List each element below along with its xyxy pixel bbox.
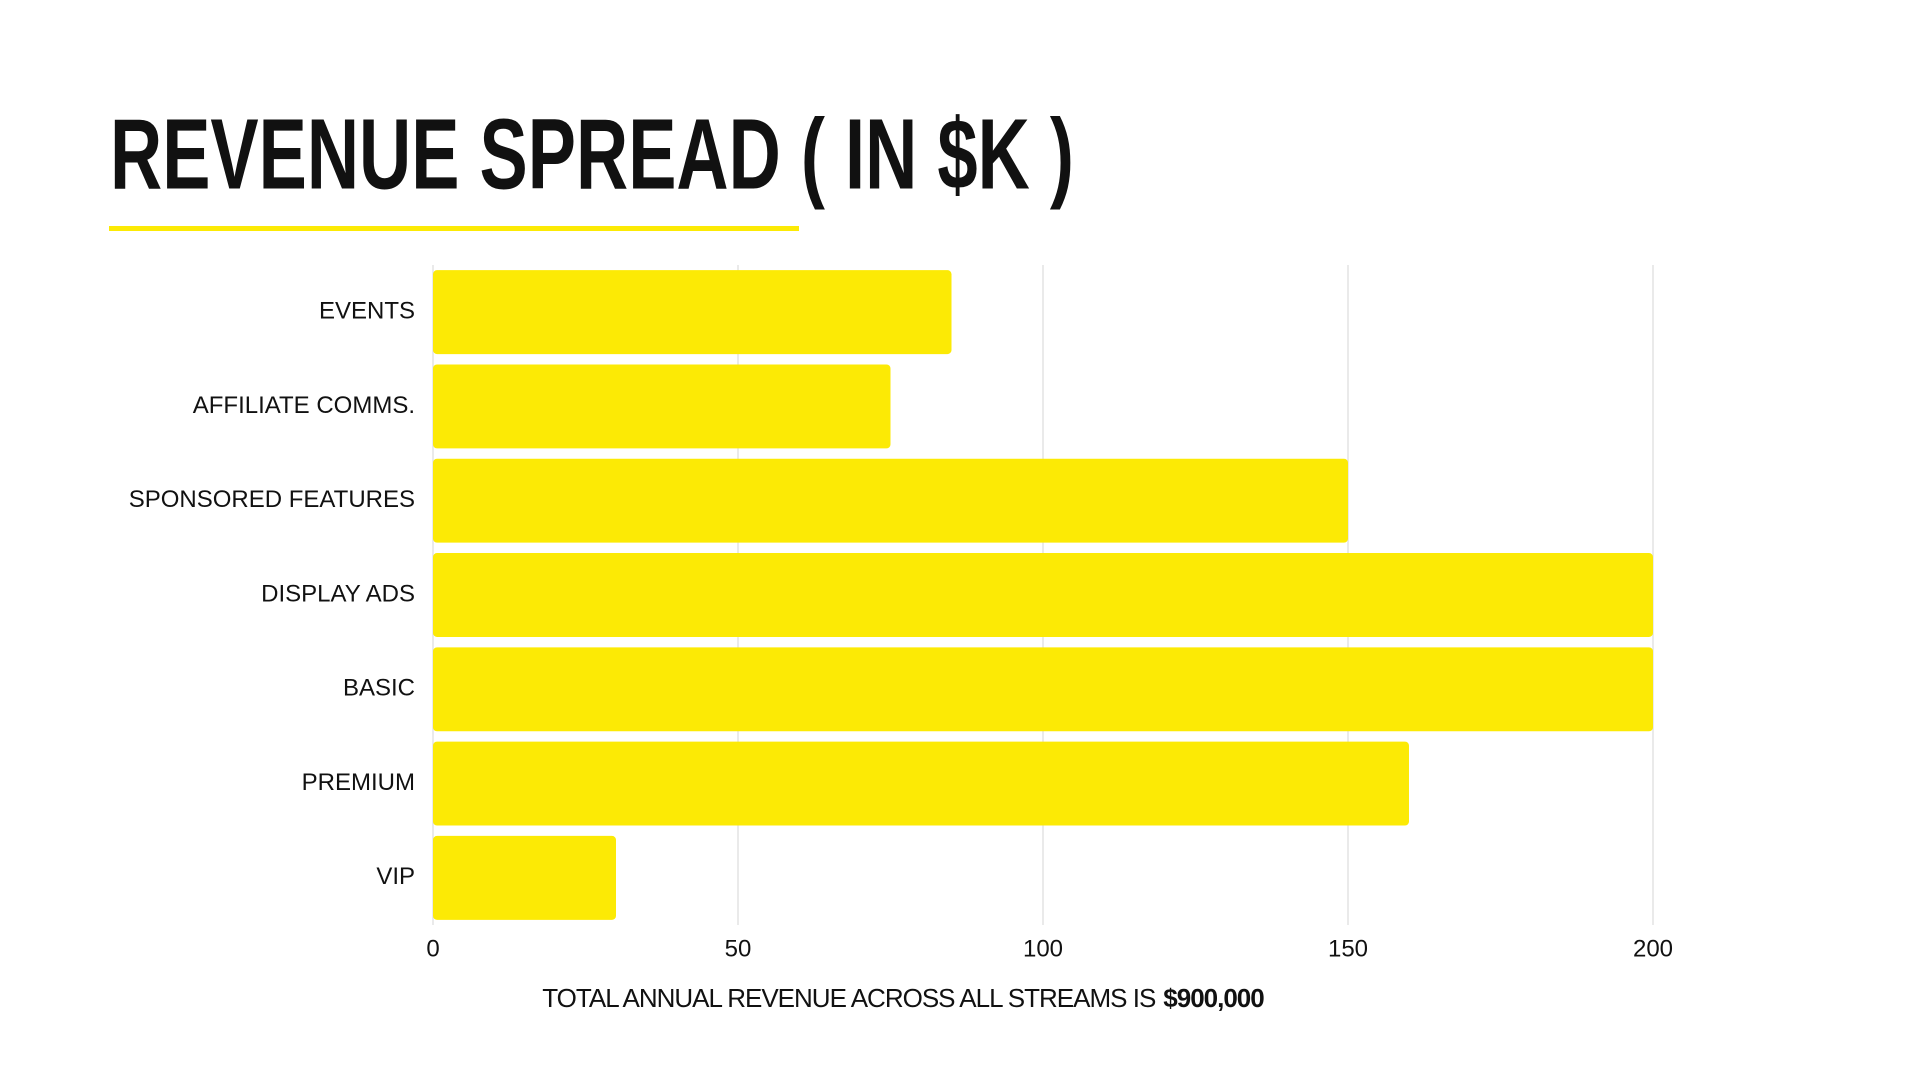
x-tick-label: 100 [1023, 935, 1063, 962]
bar [433, 647, 1653, 732]
footnote: TOTAL ANNUAL REVENUE ACROSS ALL STREAMS … [542, 983, 1264, 1013]
chart-title: REVENUE SPREAD ( IN $K ) [110, 98, 1074, 210]
category-label: DISPLAY ADS [261, 580, 415, 607]
title-underline [109, 226, 799, 231]
category-label: AFFILIATE COMMS. [193, 392, 415, 419]
bar [433, 835, 616, 920]
x-tick-label: 50 [725, 935, 752, 962]
category-label: PREMIUM [302, 769, 415, 796]
category-label: EVENTS [319, 297, 415, 324]
footnote-text: TOTAL ANNUAL REVENUE ACROSS ALL STREAMS … [542, 983, 1156, 1013]
category-label: SPONSORED FEATURES [129, 486, 415, 513]
x-tick-label: 200 [1633, 935, 1673, 962]
category-label: BASIC [343, 675, 415, 702]
bar [433, 553, 1653, 637]
bar [433, 741, 1409, 826]
x-tick-label: 150 [1328, 935, 1368, 962]
bar [433, 270, 952, 355]
bar [433, 364, 891, 449]
bars: EVENTS AFFILIATE COMMS. SPONSORED FEATURES… [129, 270, 1653, 920]
footnote-total: $900,000 [1163, 983, 1264, 1013]
category-label: VIP [376, 863, 415, 890]
x-tick-label: 0 [426, 935, 439, 962]
bar [433, 458, 1348, 543]
